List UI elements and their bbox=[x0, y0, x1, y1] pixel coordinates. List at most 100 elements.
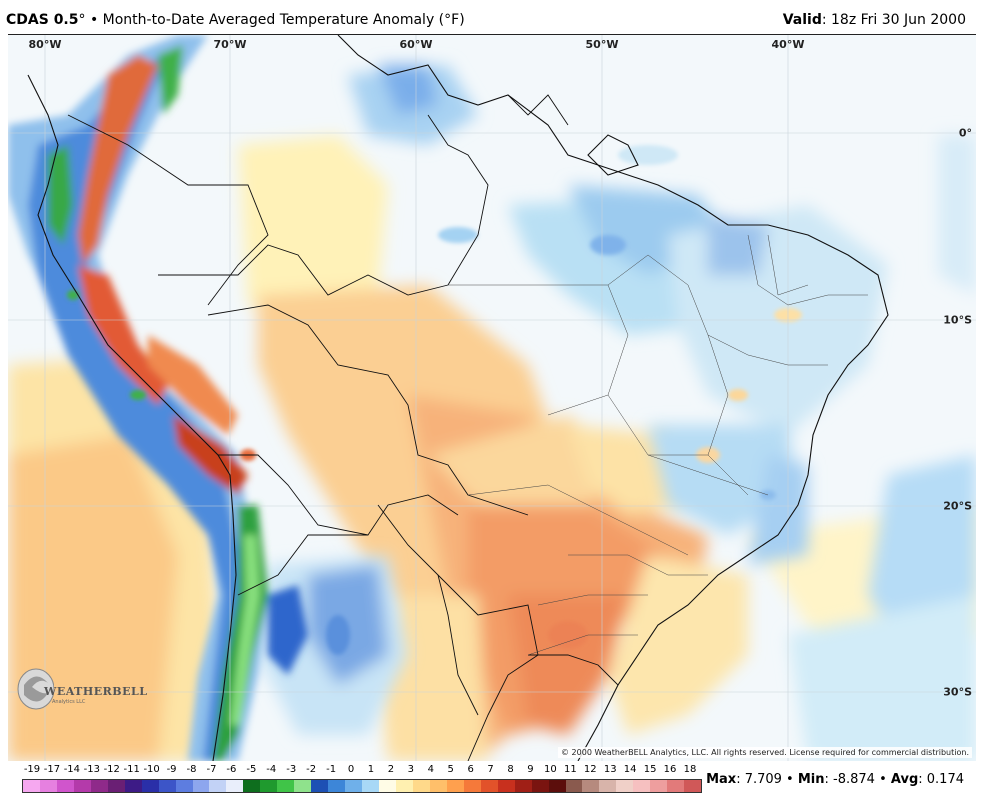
legend-tick-label: -3 bbox=[286, 764, 297, 775]
legend-tick-label: 16 bbox=[663, 764, 677, 775]
legend-swatch bbox=[616, 780, 634, 792]
legend-tick-label: -8 bbox=[186, 764, 197, 775]
legend-tick-label: 8 bbox=[507, 764, 514, 775]
legend-swatch bbox=[141, 780, 159, 792]
legend-tick-label: -4 bbox=[266, 764, 277, 775]
legend-tick-label: -1 bbox=[326, 764, 337, 775]
legend-swatch bbox=[294, 780, 312, 792]
valid-value: : 18z Fri 30 Jun 2000 bbox=[821, 12, 966, 28]
lat-lon-grid bbox=[8, 35, 976, 761]
lon-label-40w: 40°W bbox=[771, 38, 805, 51]
legend-tick-label: 12 bbox=[583, 764, 597, 775]
legend-tick-label: 14 bbox=[623, 764, 637, 775]
legend-swatch bbox=[73, 780, 91, 792]
legend-tick-label: -6 bbox=[226, 764, 237, 775]
legend-tick-label: 0 bbox=[347, 764, 355, 775]
legend-swatch bbox=[667, 780, 685, 792]
legend-swatch bbox=[56, 780, 74, 792]
legend-tick-label: 10 bbox=[544, 764, 557, 775]
legend-swatch bbox=[395, 780, 413, 792]
state-borders bbox=[448, 234, 868, 656]
legend-swatch bbox=[90, 780, 108, 792]
legend-tick-label: 3 bbox=[407, 764, 415, 775]
copyright-notice: © 2000 WeatherBELL Analytics, LLC. All r… bbox=[558, 747, 972, 758]
header: CDAS 0.5° • Month-to-Date Averaged Tempe… bbox=[0, 0, 984, 34]
logo-subtext: Analytics LLC bbox=[52, 699, 86, 705]
legend-swatch bbox=[362, 780, 380, 792]
legend-tick-label: -10 bbox=[143, 764, 160, 775]
legend-swatch bbox=[23, 780, 40, 792]
legend-tick-label: -9 bbox=[166, 764, 177, 775]
legend-swatch bbox=[582, 780, 600, 792]
legend-tick-label: 2 bbox=[387, 764, 395, 775]
summary-stats: Max: 7.709 • Min: -8.874 • Avg: 0.174 bbox=[706, 772, 964, 787]
lon-label-50w: 50°W bbox=[585, 38, 619, 51]
legend-swatch bbox=[599, 780, 617, 792]
legend-swatch bbox=[175, 780, 193, 792]
legend-swatch bbox=[345, 780, 363, 792]
legend-tick-label: 18 bbox=[683, 764, 697, 775]
legend-swatch bbox=[124, 780, 142, 792]
legend-tick-label: -2 bbox=[306, 764, 317, 775]
country-borders bbox=[67, 94, 619, 761]
legend-tick-label: -17 bbox=[43, 764, 61, 775]
legend-swatch bbox=[497, 780, 515, 792]
legend-swatch bbox=[480, 780, 498, 792]
legend-swatch bbox=[39, 780, 57, 792]
legend-tick-label: 4 bbox=[427, 764, 434, 775]
legend-tick-label: 13 bbox=[603, 764, 617, 775]
lat-label-0: 0° bbox=[958, 126, 972, 140]
legend-tick-label: -7 bbox=[206, 764, 217, 775]
legend-swatch bbox=[379, 780, 396, 792]
map-title: CDAS 0.5° • Month-to-Date Averaged Tempe… bbox=[6, 12, 465, 28]
valid-time: Valid: 18z Fri 30 Jun 2000 bbox=[783, 12, 966, 28]
legend-swatch bbox=[446, 780, 464, 792]
max-value: : 7.709 bbox=[736, 772, 782, 787]
legend-swatch bbox=[209, 780, 227, 792]
legend-tick-label: 11 bbox=[563, 764, 577, 775]
min-value: : -8.874 bbox=[824, 772, 875, 787]
legend-tick-label: -5 bbox=[246, 764, 257, 775]
lon-label-70w: 70°W bbox=[213, 38, 247, 51]
model-name: CDAS 0.5 bbox=[6, 12, 79, 28]
legend-swatch bbox=[650, 780, 668, 792]
title-text: • Month-to-Date Averaged Temperature Ano… bbox=[85, 12, 465, 28]
legend-swatch bbox=[192, 780, 210, 792]
anomaly-map bbox=[8, 35, 976, 761]
valid-label: Valid bbox=[782, 12, 822, 28]
legend-swatch bbox=[429, 780, 447, 792]
legend-swatch bbox=[158, 780, 176, 792]
legend-swatch bbox=[260, 780, 278, 792]
map-panel: 80°W 70°W 60°W 50°W 40°W 0° 10°S 20°S 30… bbox=[8, 34, 976, 761]
legend-tick-label: -14 bbox=[63, 764, 81, 775]
legend-swatch bbox=[633, 780, 651, 792]
stats-separator-2: • bbox=[874, 772, 891, 787]
legend-tick-label: 15 bbox=[643, 764, 657, 775]
legend-swatch bbox=[514, 780, 532, 792]
logo-swirl-icon bbox=[17, 668, 54, 710]
legend-tick-label: -13 bbox=[83, 764, 100, 775]
legend-tick-label: 6 bbox=[467, 764, 474, 775]
lat-label-30s: 30°S bbox=[943, 685, 972, 699]
legend-tick-label: -12 bbox=[103, 764, 120, 775]
legend-swatch bbox=[277, 780, 295, 792]
stats-separator-1: • bbox=[781, 772, 798, 787]
legend-swatch bbox=[684, 780, 702, 792]
warm-fields bbox=[8, 135, 976, 761]
logo-text: WEATHERBELL bbox=[44, 685, 148, 698]
degree-mark: ° bbox=[78, 12, 86, 28]
legend-color-bar bbox=[22, 779, 702, 793]
legend-tick-label: 9 bbox=[527, 764, 534, 775]
legend-swatch bbox=[107, 780, 125, 792]
legend-swatch bbox=[548, 780, 566, 792]
legend-swatch bbox=[328, 780, 346, 792]
avg-value: : 0.174 bbox=[918, 772, 964, 787]
legend-swatch bbox=[243, 780, 261, 792]
coastlines bbox=[27, 35, 889, 761]
legend-tick-label: -19 bbox=[23, 764, 41, 775]
legend-tick-label: -11 bbox=[123, 764, 140, 775]
legend-tick-label: 7 bbox=[487, 764, 494, 775]
legend-swatch bbox=[412, 780, 430, 792]
weatherbell-logo: WEATHERBELL Analytics LLC bbox=[14, 665, 147, 717]
max-label: Max bbox=[706, 772, 737, 787]
